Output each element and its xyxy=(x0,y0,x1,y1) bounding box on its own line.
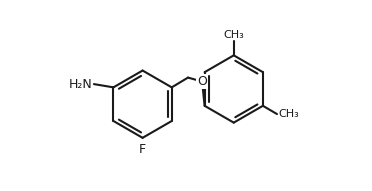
Text: F: F xyxy=(139,143,146,156)
Text: H₂N: H₂N xyxy=(69,78,93,91)
Text: CH₃: CH₃ xyxy=(278,109,299,119)
Text: CH₃: CH₃ xyxy=(223,30,244,40)
Text: O: O xyxy=(197,75,207,88)
